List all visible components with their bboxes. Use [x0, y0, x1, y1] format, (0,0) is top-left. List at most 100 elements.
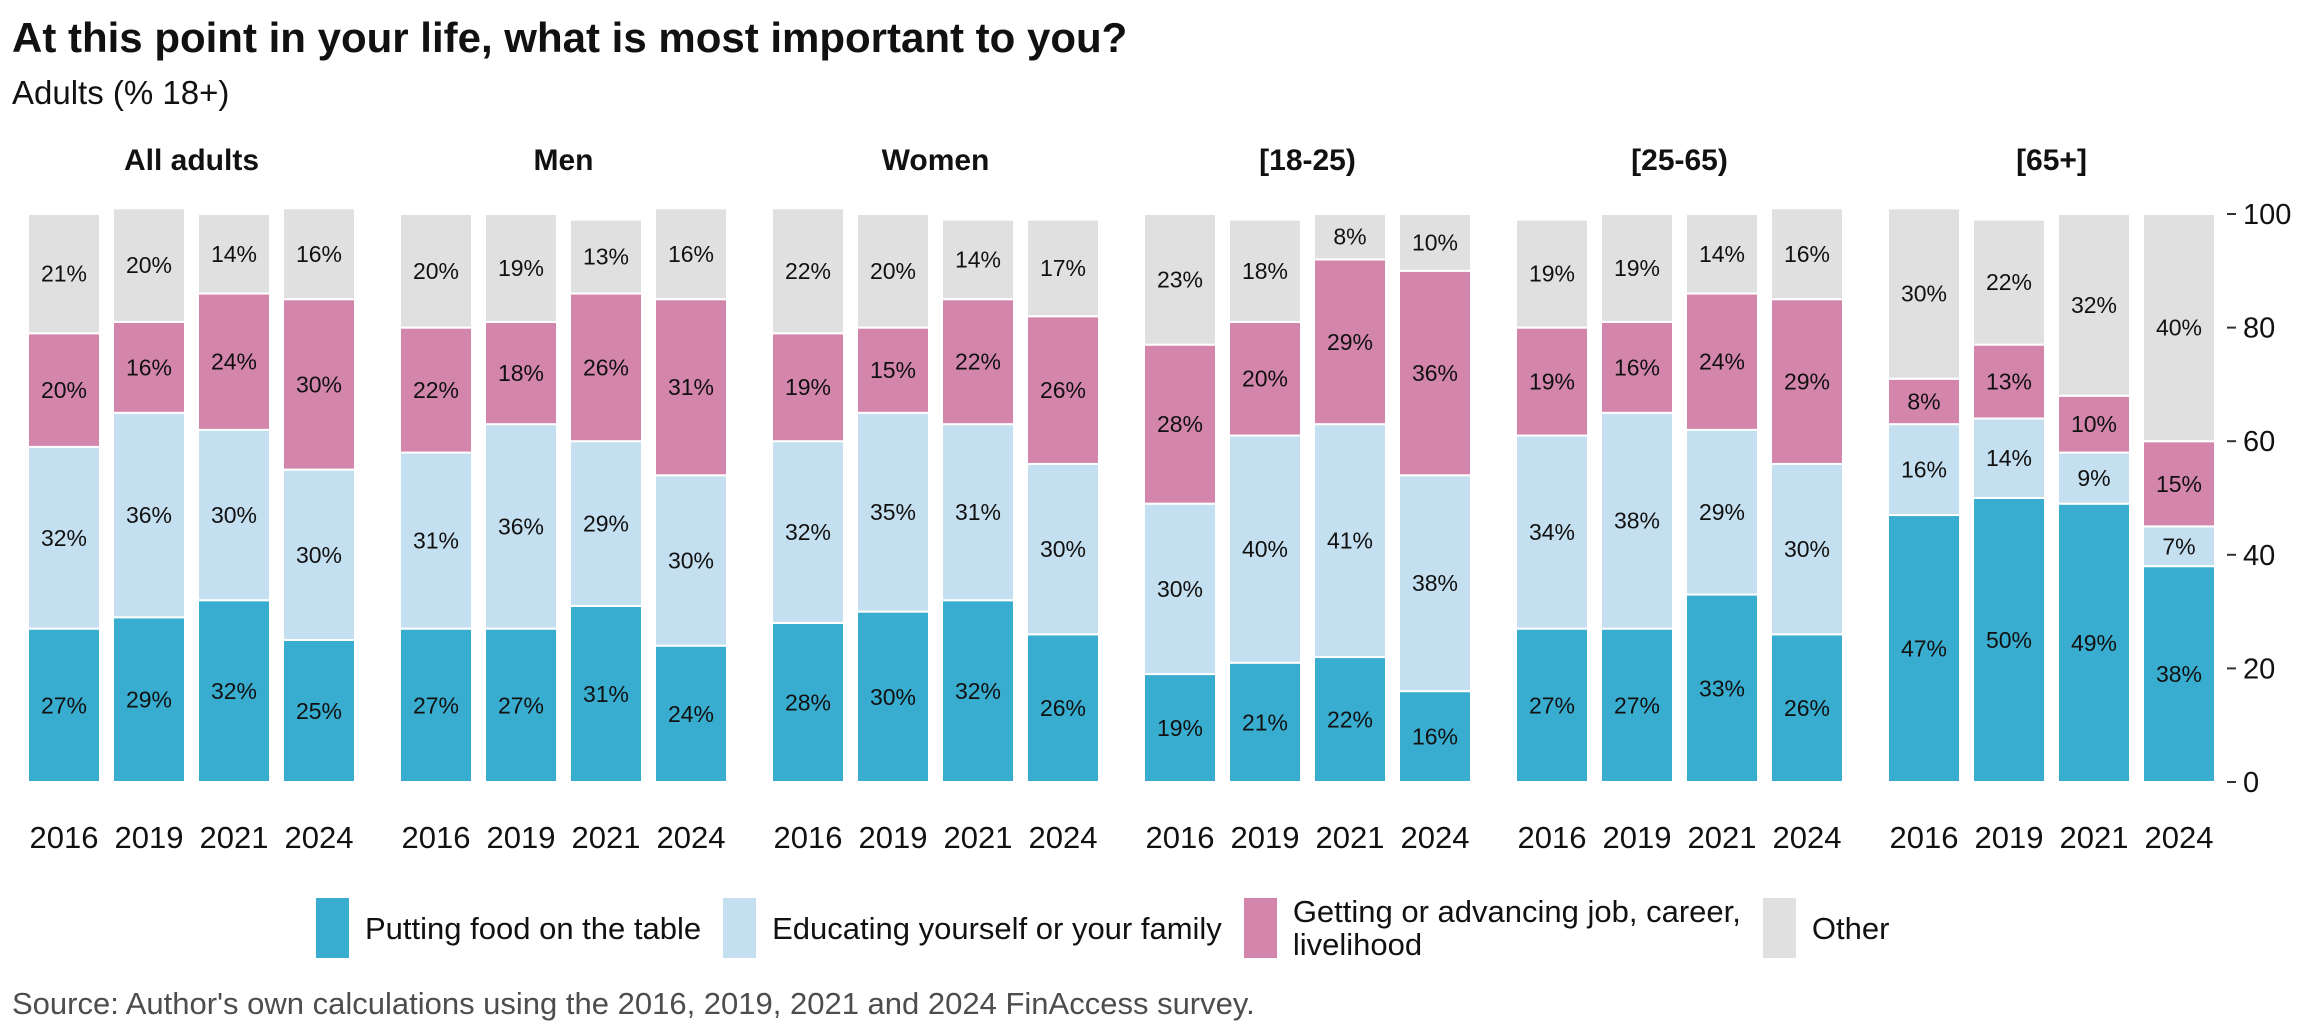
x-tick-label: 2019 [1603, 820, 1672, 855]
data-label: 32% [211, 678, 257, 704]
bar-segment-education [1398, 474, 1472, 693]
legend-swatch-career [1243, 898, 1277, 959]
legend-label-career: Getting or advancing job, career, liveli… [1292, 894, 1741, 963]
data-label: 35% [870, 499, 916, 525]
bar-segment-other [1887, 207, 1961, 380]
data-label: 33% [1699, 675, 1745, 701]
data-label: 16% [1784, 241, 1830, 267]
bar-segment-food [112, 616, 186, 784]
data-label: 28% [785, 689, 831, 715]
bar-segment-career [1398, 269, 1472, 477]
bar-segment-other [856, 213, 930, 329]
data-label: 26% [1040, 377, 1086, 403]
bar-segment-food [654, 644, 728, 783]
data-label: 13% [1986, 369, 2032, 395]
data-label: 17% [1040, 255, 1086, 281]
bar-segment-career [941, 298, 1015, 426]
data-label: 36% [1412, 360, 1458, 386]
x-tick-label: 2019 [115, 820, 184, 855]
bar-segment-career [399, 326, 473, 454]
bar-segment-other [1515, 218, 1589, 329]
data-label: 20% [41, 377, 87, 403]
bar-segment-education [1600, 411, 1674, 630]
chart-subtitle: Adults (% 18+) [12, 74, 230, 111]
legend: Putting food on the table Educating your… [316, 895, 1911, 962]
bar-segment-education [569, 440, 643, 607]
bar-segment-education [1228, 434, 1302, 664]
data-label: 9% [2077, 465, 2110, 491]
data-label: 30% [1040, 536, 1086, 562]
data-label: 30% [1784, 536, 1830, 562]
panel-title: All adults [124, 144, 259, 177]
data-label: 19% [1529, 261, 1575, 287]
bar-segment-food [1313, 656, 1387, 783]
data-label: 27% [498, 692, 544, 718]
data-label: 22% [785, 258, 831, 284]
data-label: 32% [955, 678, 1001, 704]
data-label: 36% [498, 513, 544, 539]
data-label: 19% [1529, 369, 1575, 395]
bar-segment-career [282, 298, 356, 471]
bar-segment-education [1515, 434, 1589, 630]
data-label: 15% [2156, 471, 2202, 497]
bar-segment-food [2057, 502, 2131, 783]
bar-segment-food [941, 599, 1015, 783]
data-label: 18% [1242, 258, 1288, 284]
data-label: 27% [41, 692, 87, 718]
bar-segment-other [484, 213, 558, 323]
x-tick-label: 2019 [1231, 820, 1300, 855]
bar-segment-food [1972, 497, 2046, 783]
x-tick-label: 2021 [1688, 820, 1757, 855]
legend-item-other: Other [1762, 898, 1889, 959]
x-tick-label: 2021 [572, 820, 641, 855]
panel-title: [18-25) [1259, 144, 1356, 177]
data-label: 26% [583, 354, 629, 380]
bar-segment-education [1887, 423, 1961, 517]
data-label: 14% [955, 246, 1001, 272]
data-label: 24% [1699, 349, 1745, 375]
data-label: 16% [296, 241, 342, 267]
data-label: 30% [211, 502, 257, 528]
bar-segment-food [1887, 514, 1961, 783]
data-label: 32% [2071, 292, 2117, 318]
bar-segment-other [1398, 213, 1472, 272]
bar-segment-career [1972, 343, 2046, 420]
data-label: 14% [211, 241, 257, 267]
data-label: 20% [1242, 366, 1288, 392]
data-label: 29% [1784, 369, 1830, 395]
y-tick-label: 40 [2243, 540, 2275, 572]
data-label: 31% [583, 681, 629, 707]
bar-segment-other [1143, 213, 1217, 346]
x-tick-label: 2021 [944, 820, 1013, 855]
bar-segment-career [1143, 343, 1217, 505]
bar-segment-career [771, 332, 845, 443]
data-label: 19% [1614, 255, 1660, 281]
bar-segment-career [197, 292, 271, 431]
data-label: 30% [870, 684, 916, 710]
bar-segment-other [1313, 213, 1387, 261]
y-tick-label: 80 [2243, 313, 2275, 345]
x-tick-label: 2016 [30, 820, 99, 855]
data-label: 22% [955, 349, 1001, 375]
bar-segment-food [1685, 593, 1759, 783]
data-label: 8% [1907, 388, 1940, 414]
data-label: 28% [1157, 411, 1203, 437]
bar-segment-education [2142, 525, 2216, 568]
panel-title: Women [882, 144, 990, 177]
data-label: 24% [211, 349, 257, 375]
data-label: 13% [583, 244, 629, 270]
bar-segment-other [2142, 213, 2216, 443]
data-label: 21% [41, 261, 87, 287]
x-tick-label: 2016 [774, 820, 843, 855]
data-label: 10% [2071, 411, 2117, 437]
stacked-bar-chart: All adults 27% 32% 20% 21% 2016 29% 36% 16% 20% 20… [27, 144, 2291, 855]
data-label: 38% [1412, 570, 1458, 596]
bar-segment-career [1770, 298, 1844, 465]
bar-segment-food [399, 627, 473, 784]
data-label: 31% [955, 499, 1001, 525]
y-tick-label: 0 [2243, 767, 2259, 799]
x-tick-label: 2019 [487, 820, 556, 855]
data-label: 27% [413, 692, 459, 718]
legend-item-food: Putting food on the table [316, 898, 701, 959]
data-label: 50% [1986, 627, 2032, 653]
